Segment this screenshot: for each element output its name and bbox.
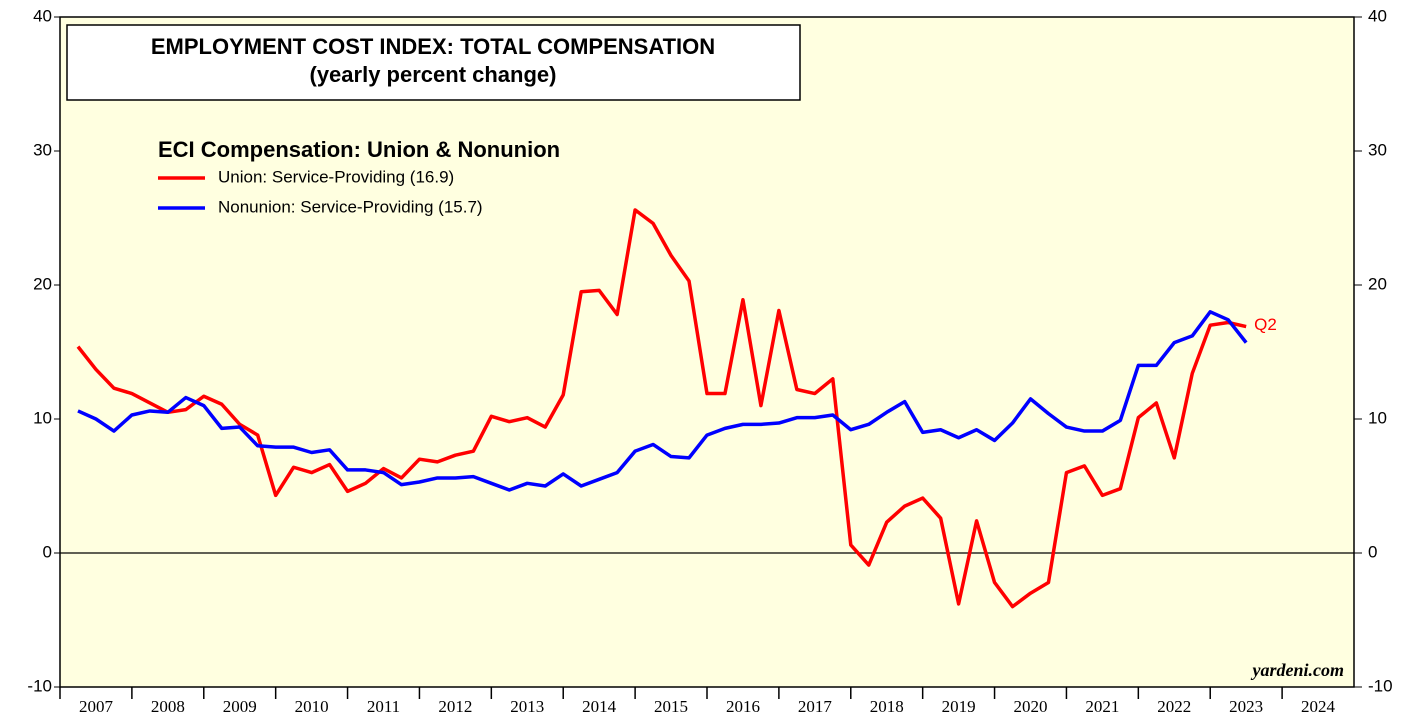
- x-tick-label: 2011: [367, 697, 400, 716]
- x-tick-label: 2023: [1229, 697, 1263, 716]
- end-label: Q2: [1254, 315, 1277, 334]
- y2-tick-label: 40: [1368, 6, 1387, 25]
- y-tick-label: 20: [33, 274, 52, 293]
- y2-tick-label: 30: [1368, 140, 1387, 159]
- y-tick-label: 40: [33, 6, 52, 25]
- title-box: [66, 24, 801, 101]
- x-tick-label: 2014: [582, 697, 617, 716]
- x-tick-label: 2008: [151, 697, 185, 716]
- y2-tick-label: 20: [1368, 274, 1387, 293]
- x-tick-label: 2020: [1014, 697, 1048, 716]
- x-tick-label: 2022: [1157, 697, 1191, 716]
- x-tick-label: 2009: [223, 697, 257, 716]
- y-tick-label: 0: [43, 542, 52, 561]
- y2-tick-label: 0: [1368, 542, 1377, 561]
- x-tick-label: 2010: [295, 697, 329, 716]
- series-line: [76, 208, 1247, 609]
- y-tick-label: 30: [33, 140, 52, 159]
- chart-subtitle: (yearly percent change): [310, 62, 557, 87]
- x-tick-label: 2012: [438, 697, 472, 716]
- x-tick-label: 2024: [1301, 697, 1336, 716]
- y-tick-label: -10: [27, 676, 52, 695]
- series-line: [77, 310, 1248, 492]
- y2-tick-label: 10: [1368, 408, 1387, 427]
- x-tick-label: 2017: [798, 697, 833, 716]
- x-tick-label: 2015: [654, 697, 688, 716]
- x-tick-label: 2013: [510, 697, 544, 716]
- legend-title: ECI Compensation: Union & Nonunion: [158, 137, 560, 162]
- legend-label: Union: Service-Providing (16.9): [218, 167, 454, 186]
- source: yardeni.com: [1251, 660, 1345, 680]
- y2-tick-label: -10: [1368, 676, 1393, 695]
- x-tick-label: 2007: [79, 697, 114, 716]
- x-tick-label: 2016: [726, 697, 760, 716]
- y-tick-label: 10: [33, 408, 52, 427]
- x-tick-label: 2018: [870, 697, 904, 716]
- chart-title: EMPLOYMENT COST INDEX: TOTAL COMPENSATIO…: [151, 34, 715, 59]
- x-tick-label: 2021: [1085, 697, 1119, 716]
- x-tick-label: 2019: [942, 697, 976, 716]
- plot-area: [59, 16, 1355, 688]
- legend-label: Nonunion: Service-Providing (15.7): [218, 197, 483, 216]
